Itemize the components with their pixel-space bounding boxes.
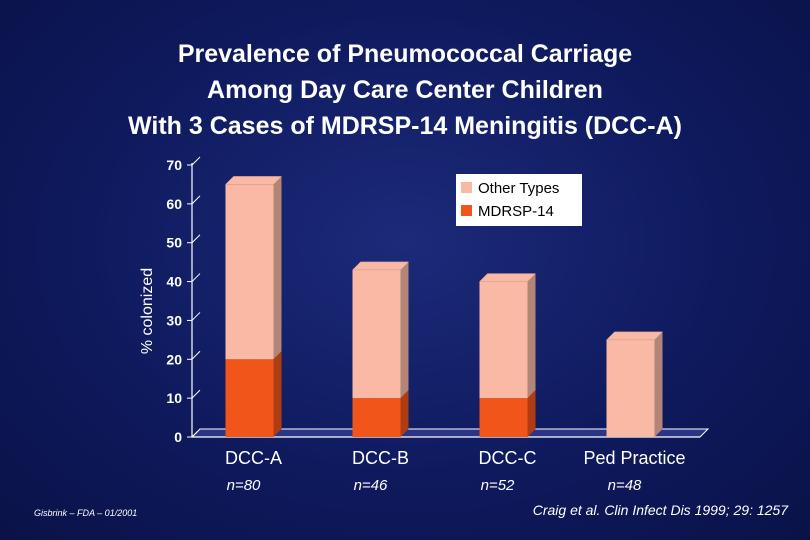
bar-top bbox=[605, 331, 664, 341]
title-line-2: Among Day Care Center Children bbox=[207, 76, 603, 104]
y-gridstub bbox=[191, 389, 201, 399]
bar-segment bbox=[479, 398, 528, 437]
legend-label: Other Types bbox=[478, 180, 559, 197]
y-gridstub bbox=[191, 195, 201, 205]
title-line-3: With 3 Cases of MDRSP-14 Meningitis (DCC… bbox=[128, 112, 682, 140]
bar-segment bbox=[479, 281, 528, 399]
y-gridstub bbox=[191, 273, 201, 282]
legend-box bbox=[456, 174, 582, 226]
bar-side bbox=[527, 390, 536, 437]
y-tick-label: 0 bbox=[174, 429, 182, 445]
y-gridstub bbox=[191, 312, 201, 321]
x-category-label: Ped Practice bbox=[583, 448, 685, 468]
y-tick-label: 50 bbox=[166, 235, 182, 251]
y-tick-label: 70 bbox=[166, 157, 182, 173]
x-category-label: DCC-B bbox=[352, 448, 409, 468]
bar-side bbox=[400, 261, 409, 399]
legend-label: MDRSP-14 bbox=[478, 203, 554, 220]
legend-swatch bbox=[461, 205, 472, 216]
title-line-1: Prevalence of Pneumococcal Carriage bbox=[177, 40, 633, 68]
bar-side bbox=[273, 351, 282, 437]
bar-top bbox=[224, 176, 283, 185]
y-tick-label: 40 bbox=[166, 274, 182, 290]
x-sample-size-label: n=48 bbox=[608, 477, 642, 494]
y-gridstub bbox=[191, 156, 201, 166]
x-category-label: DCC-A bbox=[225, 448, 282, 468]
y-axis-title: % colonized bbox=[139, 268, 156, 354]
bar-segment bbox=[225, 184, 274, 360]
y-gridstub bbox=[191, 350, 201, 360]
bar-segment bbox=[352, 269, 401, 399]
y-gridstub bbox=[191, 428, 201, 438]
y-tick-label: 10 bbox=[166, 390, 182, 406]
bar-segment bbox=[352, 398, 401, 437]
bar-segment bbox=[606, 339, 655, 437]
footer-citation: Craig et al. Clin Infect Dis 1999; 29: 1… bbox=[532, 502, 788, 518]
x-sample-size-label: n=46 bbox=[354, 477, 388, 494]
legend-swatch bbox=[461, 182, 472, 193]
bar-top bbox=[351, 261, 410, 271]
bar-top bbox=[478, 273, 537, 282]
bar-side bbox=[654, 331, 663, 437]
bar-side bbox=[527, 273, 536, 399]
y-tick-label: 30 bbox=[166, 312, 182, 328]
bar-segment bbox=[225, 359, 274, 437]
y-gridstub bbox=[191, 234, 201, 244]
x-category-label: DCC-C bbox=[479, 448, 537, 468]
x-sample-size-label: n=52 bbox=[481, 477, 515, 494]
x-sample-size-label: n=80 bbox=[227, 477, 261, 494]
y-tick-label: 60 bbox=[166, 196, 182, 212]
y-tick-label: 20 bbox=[166, 351, 182, 367]
bar-side bbox=[400, 390, 409, 437]
bar-side bbox=[273, 176, 282, 360]
chart-title: Prevalence of Pneumococcal Carriage Amon… bbox=[0, 36, 810, 144]
footer-credit: Gisbrink – FDA – 01/2001 bbox=[34, 508, 138, 518]
